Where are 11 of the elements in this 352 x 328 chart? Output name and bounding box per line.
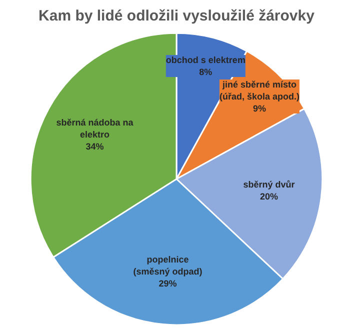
data-label: 8% (199, 67, 212, 78)
data-label: 29% (158, 278, 177, 288)
data-label: 34% (86, 141, 104, 152)
data-label: 9% (252, 104, 266, 114)
slice-label: obchod s elektrem (166, 55, 246, 66)
slice-label: jiné sběrné místo (úřad, škola apod.) (219, 80, 300, 102)
slice-label: sběrná nádoba na elektro (56, 117, 134, 140)
slice-label: popelnice (směsný odpad) (133, 254, 202, 276)
data-label: 20% (260, 192, 278, 202)
slice-label: sběrný dvůr (243, 180, 296, 190)
chart-title: Kam by lidé odložili vysloužilé žárovky (38, 8, 316, 24)
